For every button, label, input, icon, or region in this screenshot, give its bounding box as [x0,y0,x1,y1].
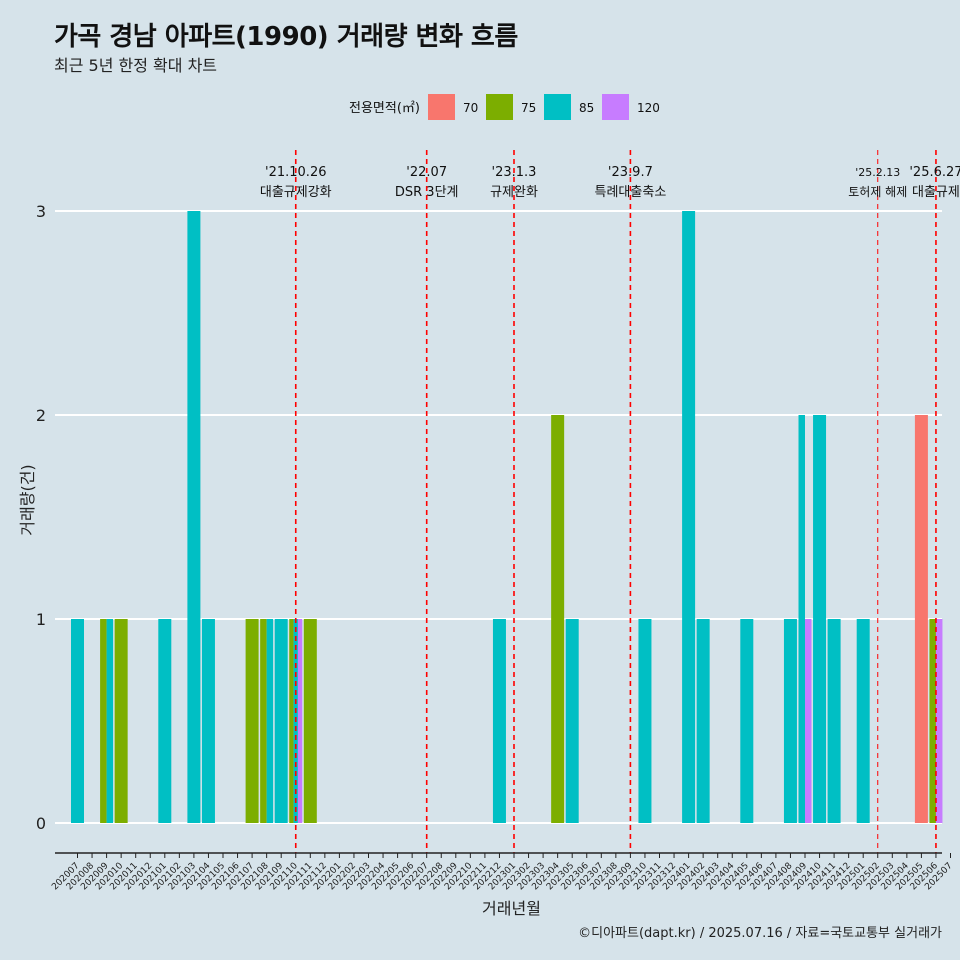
bar-120-202409 [805,619,812,823]
bar-85-202305 [565,619,579,823]
annotation-text: 특례대출축소 [595,185,667,200]
legend-title: 전용면적(㎡) [349,101,420,116]
y-tick-label: 1 [36,610,46,629]
bar-85-202405 [740,619,754,823]
annotation-date: '25.2.13 [855,166,900,179]
x-axis-title: 거래년월 [482,899,541,918]
bar-85-202109 [274,619,288,823]
bar-85-202409 [798,415,805,823]
bar-85-202411 [827,619,841,823]
bar-75-202110 [289,619,294,823]
bar-85-202101 [158,619,172,823]
legend-label-120: 120 [637,101,660,115]
annotation-date: '23.1.3 [492,165,537,180]
bar-120-202110 [297,619,303,823]
legend-label-70: 70 [463,101,478,115]
bar-85-202212 [492,619,506,823]
bar-75-202304 [551,415,565,823]
bar-85-202410 [813,415,827,823]
bar-70-202505 [914,415,928,823]
legend: 전용면적(㎡) 70 75 85 120 [349,94,660,120]
bar-85-202310 [638,619,652,823]
y-tick-label: 3 [36,202,46,221]
bar-85-202501 [856,619,870,823]
annotation-date: '21.10.26 [265,165,326,180]
chart-title: 가곡 경남 아파트(1990) 거래량 변화 흐름 [54,22,518,52]
legend-label-85: 85 [579,101,594,115]
chart-subtitle: 최근 5년 한정 확대 차트 [54,56,218,75]
bar-75-202108 [260,619,267,823]
annotation-date: '25.6.27 [909,165,960,180]
legend-swatch-120 [602,94,629,120]
bar-85-202108 [266,619,274,823]
bar-85-202408 [783,619,797,823]
bar-85-202103 [187,211,201,823]
event-annotations: '21.10.26 대출규제강화 '22.07 DSR 3단계 '23.1.3 규제완화 '… [260,150,960,853]
legend-swatch-75 [486,94,513,120]
bar-85-202402 [696,619,710,823]
annotation-text: 대출규제강화 [260,185,332,200]
bar-120-202506 [935,619,943,823]
legend-label-75: 75 [521,101,536,115]
legend-swatch-70 [428,94,455,120]
y-tick-label: 0 [36,814,46,833]
y-tick-label: 2 [36,406,46,425]
bar-75-202009 [100,619,107,823]
source-caption: ©디아파트(dapt.kr) / 2025.07.16 / 자료=국토교통부 실… [578,926,942,941]
annotation-date: '22.07 [406,165,447,180]
bars [71,211,943,823]
bar-85-202007 [71,619,84,823]
bar-85-202401 [682,211,696,823]
bar-75-202010 [114,619,128,823]
bar-85-202104 [201,619,215,823]
annotation-date: '23.9.7 [608,165,653,180]
annotation-text: 토허제 해제 [848,185,907,199]
bar-75-202111 [303,619,317,823]
legend-swatch-85 [544,94,571,120]
annotation-text: DSR 3단계 [395,185,459,200]
y-axis-title: 거래량(건) [18,464,37,535]
bar-75-202107 [245,619,259,823]
annotation-text: 대출규제 [912,185,960,200]
annotation-text: 규제완화 [490,185,538,200]
bar-75-202506 [929,619,936,823]
bar-85-202009 [106,619,114,823]
